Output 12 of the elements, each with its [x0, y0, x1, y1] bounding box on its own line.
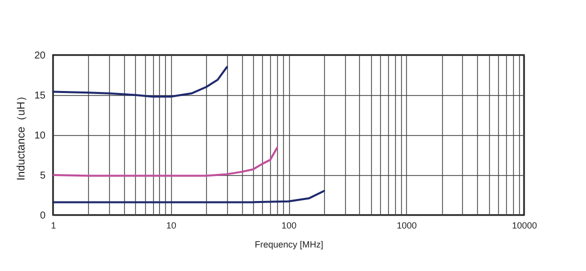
y-tick-label: 0	[40, 210, 46, 222]
x-tick-label: 100	[281, 220, 297, 230]
x-tick-label: 10	[166, 220, 176, 230]
x-tick-label: 1000	[396, 220, 417, 230]
x-axis-title: Frequency [MHz]	[254, 240, 324, 250]
y-axis-title: Inductance（uH）	[15, 90, 28, 180]
y-tick-label: 20	[34, 50, 46, 62]
y-tick-label: 5	[40, 170, 46, 182]
y-tick-label: 15	[34, 90, 46, 102]
x-tick-label: 1	[50, 220, 56, 230]
y-tick-label: 10	[34, 130, 46, 142]
x-tick-label: 10000	[512, 220, 538, 230]
